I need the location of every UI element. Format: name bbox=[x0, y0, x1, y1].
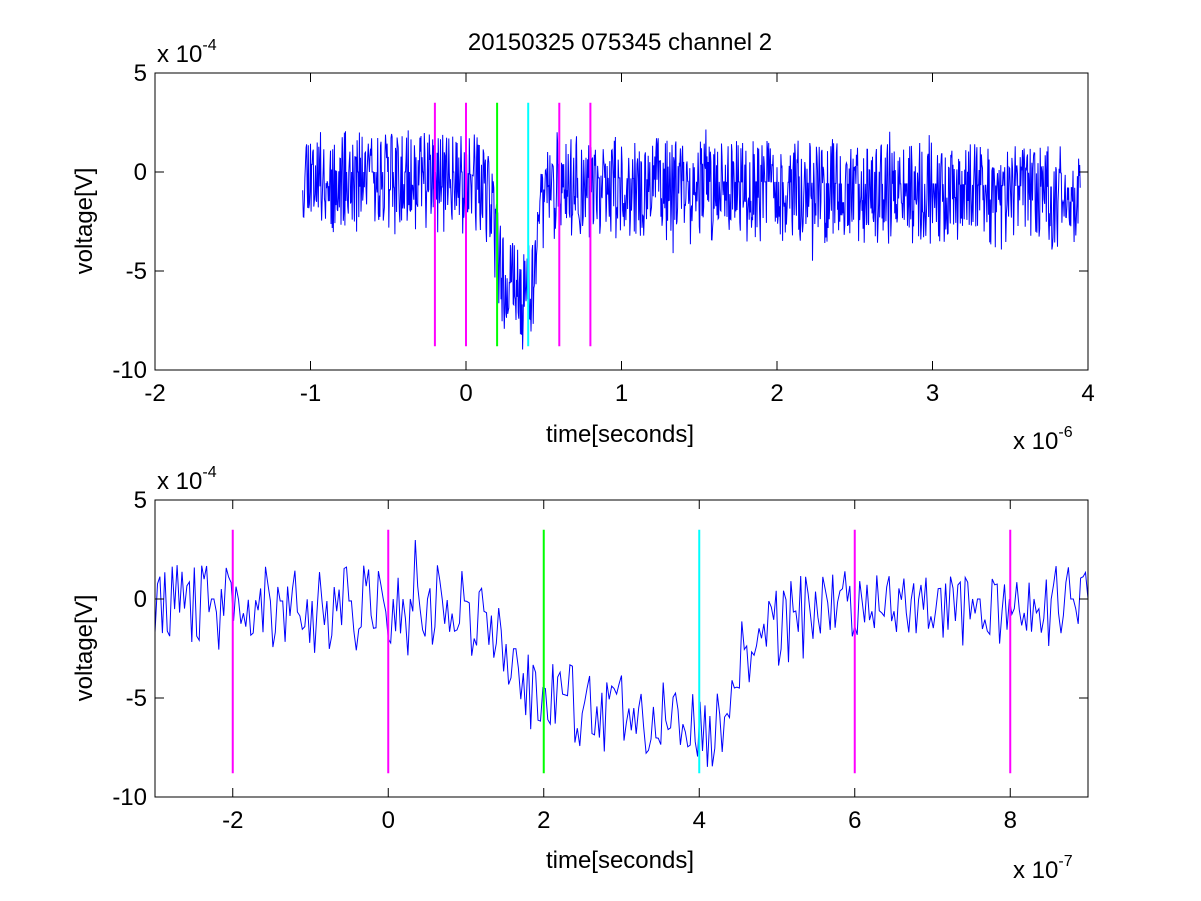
bottom-axes-box bbox=[154, 499, 1089, 798]
x-tick-label: 0 bbox=[459, 380, 472, 407]
top-marker-layer bbox=[433, 102, 592, 347]
top-x-ticks: -2 -1 0 1 2 3 4 bbox=[144, 73, 1095, 407]
bottom-x-multiplier: x 10-7 bbox=[1013, 853, 1073, 884]
x-tick-label: -2 bbox=[144, 380, 165, 407]
top-x-axis-label: time[seconds] bbox=[546, 421, 694, 448]
subplot-bottom: -2 0 2 4 6 8 -10 -5 0 5 time[seconds] voltage[V]… bbox=[71, 464, 1089, 884]
bottom-x-ticks: -2 0 2 4 6 8 bbox=[222, 500, 1017, 834]
x-tick-label: 2 bbox=[537, 807, 550, 834]
x-tick-label: 3 bbox=[926, 380, 939, 407]
y-tick-label: 5 bbox=[134, 487, 147, 514]
x-tick-label: 8 bbox=[1004, 807, 1017, 834]
top-series-layer bbox=[302, 129, 1081, 350]
y-tick-label: -5 bbox=[126, 258, 147, 285]
y-tick-label: -5 bbox=[126, 685, 147, 712]
top-y-ticks: -10 -5 0 5 bbox=[112, 60, 1088, 384]
x-tick-label: 6 bbox=[848, 807, 861, 834]
signal-trace bbox=[302, 129, 1081, 350]
bottom-marker-layer bbox=[231, 529, 1012, 774]
x-tick-label: -1 bbox=[300, 380, 321, 407]
y-tick-label: 0 bbox=[134, 586, 147, 613]
x-tick-label: 4 bbox=[693, 807, 706, 834]
x-tick-label: 1 bbox=[615, 380, 628, 407]
top-x-multiplier: x 10-6 bbox=[1013, 424, 1073, 455]
x-tick-label: 2 bbox=[770, 380, 783, 407]
top-y-axis-label: voltage[V] bbox=[71, 168, 98, 275]
top-y-multiplier: x 10-4 bbox=[157, 37, 217, 68]
bottom-series-layer bbox=[154, 539, 1089, 767]
chart-title: 20150325 075345 channel 2 bbox=[468, 29, 772, 56]
y-tick-label: 5 bbox=[134, 60, 147, 87]
x-tick-label: 4 bbox=[1081, 380, 1094, 407]
y-tick-label: -10 bbox=[112, 357, 147, 384]
bottom-x-axis-label: time[seconds] bbox=[546, 847, 694, 874]
y-tick-label: 0 bbox=[134, 159, 147, 186]
x-tick-label: 0 bbox=[382, 807, 395, 834]
y-tick-label: -10 bbox=[112, 784, 147, 811]
bottom-y-axis-label: voltage[V] bbox=[71, 595, 98, 702]
x-tick-label: -2 bbox=[222, 807, 243, 834]
bottom-y-multiplier: x 10-4 bbox=[157, 464, 217, 495]
bottom-y-ticks: -10 -5 0 5 bbox=[112, 487, 1088, 811]
signal-trace bbox=[154, 539, 1089, 767]
subplot-top: 20150325 075345 channel 2 -2 -1 0 1 2 3 4 -10-… bbox=[71, 29, 1095, 455]
